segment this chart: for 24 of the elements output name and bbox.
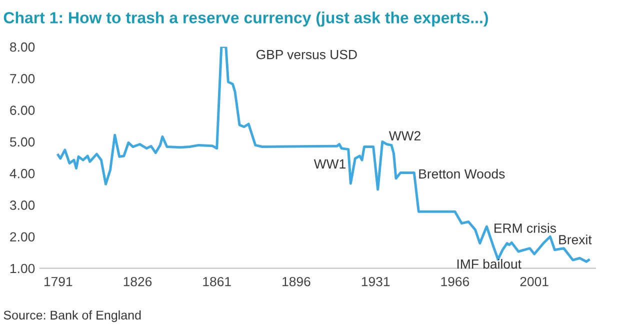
annotation: IMF bailout [457, 259, 522, 269]
chart-title: Chart 1: How to trash a reserve currency (just ask the experts...) [4, 12, 488, 27]
y-tick-label: 7.00 [10, 74, 35, 84]
x-tick-label: 1966 [441, 276, 470, 286]
y-tick-label: 2.00 [10, 232, 35, 242]
y-tick-label: 5.00 [10, 137, 35, 147]
y-tick-label: 1.00 [10, 264, 35, 274]
x-tick-label: 1931 [362, 276, 390, 286]
annotation: Bretton Woods [419, 168, 505, 179]
source-note: Source: Bank of England [4, 310, 141, 322]
x-tick-label: 1861 [203, 276, 231, 286]
annotation: Brexit [559, 234, 592, 244]
annotation: WW1 [314, 159, 346, 168]
x-tick-label: 2001 [520, 276, 548, 286]
annotation: WW2 [388, 131, 420, 140]
x-tick-label: 1896 [282, 276, 310, 286]
y-tick-label: 4.00 [10, 168, 35, 178]
y-tick-label: 8.00 [10, 42, 35, 52]
x-tick-label: 1826 [124, 276, 152, 286]
annotation: GBP versus USD [256, 50, 357, 60]
x-tick-label: 1791 [44, 276, 72, 286]
y-tick-label: 6.00 [10, 106, 35, 115]
y-tick-label: 3.00 [10, 200, 35, 210]
annotation: ERM crisis [494, 223, 556, 233]
